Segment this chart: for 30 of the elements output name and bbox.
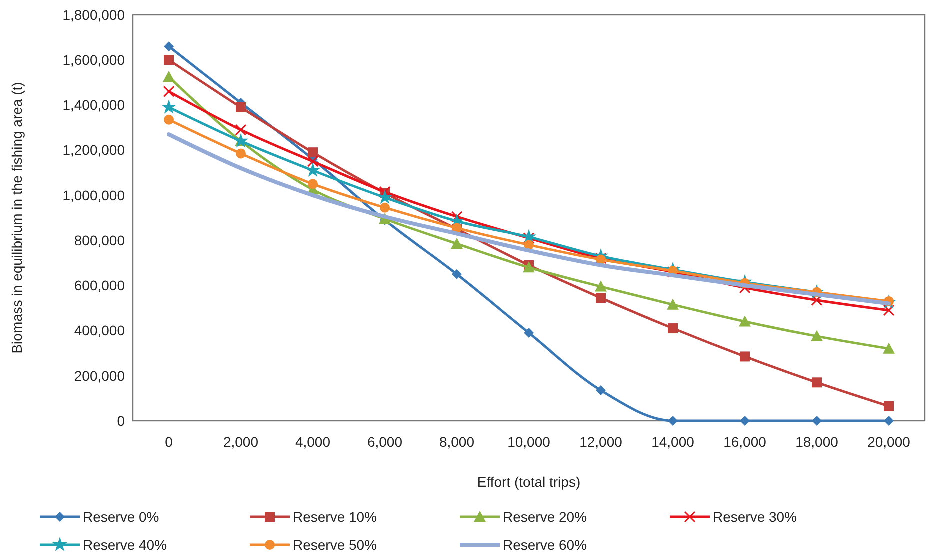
x-tick-label: 16,000: [724, 434, 767, 450]
x-tick-label: 18,000: [796, 434, 839, 450]
legend-label: Reserve 20%: [503, 508, 588, 525]
x-tick-label: 12,000: [580, 434, 623, 450]
y-tick-label: 400,000: [74, 322, 126, 339]
y-tick-label: 200,000: [74, 368, 126, 384]
x-tick-label: 2,000: [223, 434, 259, 450]
y-axis-title: Biomass in equilibrium in the fishing area (t): [9, 82, 25, 354]
y-tick-label: 0: [117, 412, 126, 429]
y-tick-label: 1,400,000: [62, 97, 126, 114]
y-tick-label: 1,200,000: [62, 142, 126, 158]
y-tick-label: 1,800,000: [62, 6, 126, 23]
y-tick-label: 1,600,000: [62, 52, 126, 68]
legend-label: Reserve 50%: [293, 536, 378, 553]
legend-label: Reserve 40%: [83, 536, 168, 553]
x-tick-label: 14,000: [652, 434, 695, 450]
x-tick-label: 20,000: [868, 434, 911, 450]
legend-label: Reserve 10%: [293, 508, 378, 525]
x-tick-label: 8,000: [439, 434, 475, 450]
y-tick-label: 600,000: [74, 278, 126, 294]
y-tick-label: 800,000: [74, 232, 126, 248]
legend-label: Reserve 30%: [713, 508, 798, 525]
x-tick-label: 10,000: [508, 434, 551, 450]
legend-label: Reserve 60%: [503, 536, 588, 553]
legend-label: Reserve 0%: [83, 508, 160, 525]
x-axis-title: Effort (total trips): [477, 474, 581, 490]
y-tick-label: 1,000,000: [62, 187, 126, 204]
x-tick-label: 4,000: [295, 434, 331, 450]
x-tick-label: 0: [165, 434, 174, 450]
x-tick-label: 6,000: [367, 434, 403, 450]
